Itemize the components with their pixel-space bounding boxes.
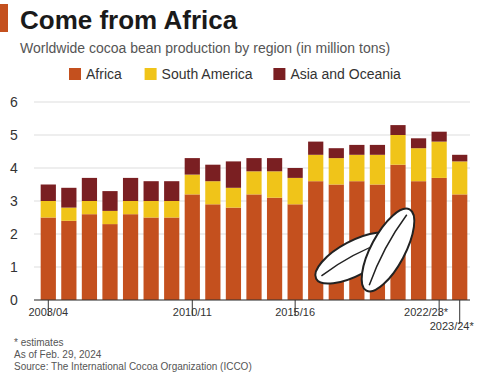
bar-segment xyxy=(82,178,97,201)
bar-segment xyxy=(370,155,385,185)
bar-segment xyxy=(411,148,426,181)
legend-swatch xyxy=(145,68,157,80)
subtitle: Worldwide cocoa bean production by regio… xyxy=(20,40,390,56)
bar-segment xyxy=(102,191,117,211)
bar-segment xyxy=(123,201,138,214)
bar-segment xyxy=(288,168,303,178)
bar-segment xyxy=(246,194,261,300)
bean-line xyxy=(367,213,407,285)
bar-segment xyxy=(144,201,159,218)
bar-segment xyxy=(41,218,56,301)
title: Come from Africa xyxy=(20,5,238,35)
bar-segment xyxy=(102,211,117,224)
bar-segment xyxy=(349,145,364,155)
bar-segment xyxy=(144,218,159,301)
bar-segment xyxy=(205,204,220,300)
bar-segment xyxy=(390,125,405,135)
footnote: As of Feb. 29, 2024 xyxy=(14,349,102,360)
bar-segment xyxy=(164,201,179,218)
bar-segment xyxy=(246,158,261,171)
bar-segment xyxy=(164,181,179,201)
bar-segment xyxy=(82,201,97,214)
bar-segment xyxy=(288,204,303,300)
bar-segment xyxy=(144,181,159,201)
bar-segment xyxy=(226,161,241,187)
bar-segment xyxy=(226,188,241,208)
y-tick-label: 5 xyxy=(10,127,18,143)
bar-segment xyxy=(61,188,76,208)
y-tick-label: 6 xyxy=(10,94,18,110)
x-tick-label: 2003/04 xyxy=(28,306,68,318)
bar-segment xyxy=(432,132,447,142)
bar-segment xyxy=(102,224,117,300)
chart: Come from Africa Worldwide cocoa bean pro… xyxy=(0,0,480,375)
x-tick-label: 2015/16 xyxy=(275,306,315,318)
y-tick-label: 2 xyxy=(10,226,18,242)
y-tick-label: 3 xyxy=(10,193,18,209)
x-tick-label: 2022/23* xyxy=(404,306,449,318)
bar-segment xyxy=(349,155,364,181)
legend-label: Africa xyxy=(86,66,122,82)
x-axis xyxy=(34,300,470,301)
bar-segment xyxy=(267,171,282,197)
legend-swatch xyxy=(273,68,285,80)
bar-segment xyxy=(185,158,200,175)
bar-segment xyxy=(61,208,76,221)
bar-segment xyxy=(432,142,447,178)
bean xyxy=(351,201,424,298)
bar-segment xyxy=(308,155,323,181)
bar-segment xyxy=(41,201,56,218)
x-tick-label: 2023/24* xyxy=(430,320,475,332)
bar-segment xyxy=(123,178,138,201)
bar-segment xyxy=(411,138,426,148)
bar-segment xyxy=(288,178,303,204)
bar-segment xyxy=(205,181,220,204)
bar-segment xyxy=(411,181,426,300)
footnote: Source: The International Cocoa Organiza… xyxy=(14,361,252,372)
bar-segment xyxy=(164,218,179,301)
legend-swatch xyxy=(69,68,81,80)
bar-segment xyxy=(61,221,76,300)
bar-segment xyxy=(226,208,241,300)
bar-segment xyxy=(185,194,200,300)
legend-label: South America xyxy=(162,66,253,82)
legend: Africa South America Asia and Oceania xyxy=(69,66,401,82)
bar-segment xyxy=(185,175,200,195)
bar-segment xyxy=(205,165,220,182)
bar-segment xyxy=(452,155,467,162)
footnote: * estimates xyxy=(14,337,63,348)
cocoa-illustration xyxy=(308,201,424,298)
legend-label: Asia and Oceania xyxy=(290,66,401,82)
bars xyxy=(41,125,468,300)
bar-segment xyxy=(452,161,467,194)
x-tick-label: 2010/11 xyxy=(173,306,212,318)
grid-line xyxy=(34,102,470,103)
y-tick-label: 4 xyxy=(10,160,18,176)
bar-segment xyxy=(123,214,138,300)
y-tick-label: 0 xyxy=(10,292,18,308)
bar-segment xyxy=(329,158,344,184)
bar-segment xyxy=(308,142,323,155)
bar-segment xyxy=(267,198,282,300)
bar-segment xyxy=(246,171,261,194)
title-accent xyxy=(0,4,8,32)
bar-segment xyxy=(390,135,405,165)
bar-segment xyxy=(370,145,385,155)
bar-segment xyxy=(432,178,447,300)
bar-segment xyxy=(41,185,56,202)
bar-segment xyxy=(452,194,467,300)
y-tick-label: 1 xyxy=(10,259,18,275)
bar-segment xyxy=(329,148,344,158)
grid-line xyxy=(34,300,470,301)
bar-segment xyxy=(267,158,282,171)
bar-segment xyxy=(82,214,97,300)
